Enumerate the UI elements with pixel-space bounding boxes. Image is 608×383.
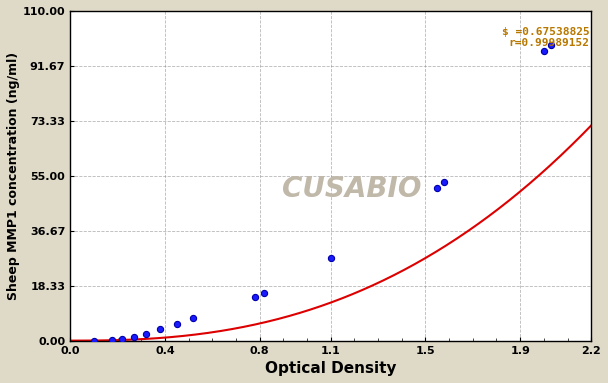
Point [107, 337, 117, 343]
Point [326, 255, 336, 261]
Point [432, 185, 442, 191]
Text: CUSABIO: CUSABIO [282, 175, 421, 203]
Point [141, 331, 151, 337]
Point [172, 321, 182, 327]
Point [117, 336, 127, 342]
Point [250, 294, 260, 300]
Point [440, 179, 449, 185]
Point [188, 315, 198, 321]
X-axis label: Optical Density: Optical Density [265, 361, 396, 376]
Point [260, 290, 269, 296]
Y-axis label: Sheep MMP1 concentration (ng/ml): Sheep MMP1 concentration (ng/ml) [7, 52, 20, 300]
Text: $ =0.67538825
r=0.99989152: $ =0.67538825 r=0.99989152 [502, 27, 590, 48]
Point [89, 337, 98, 344]
Point [130, 334, 139, 340]
Point [546, 43, 556, 49]
Point [539, 48, 548, 54]
Point [155, 326, 165, 332]
